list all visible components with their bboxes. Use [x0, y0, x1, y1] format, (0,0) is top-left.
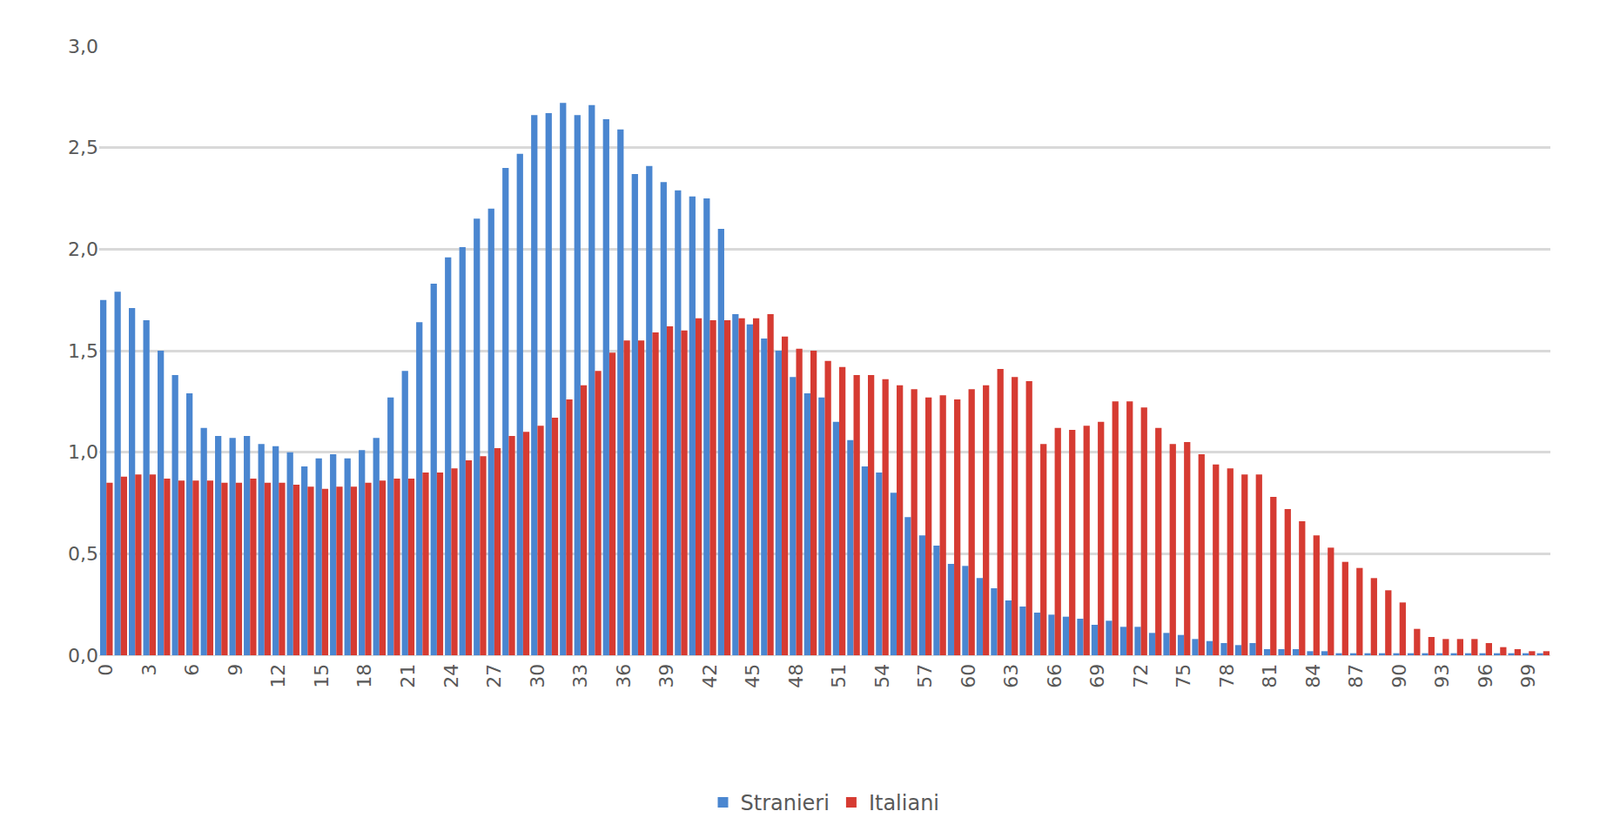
svg-text:0,5: 0,5: [67, 543, 99, 565]
svg-text:96: 96: [1474, 664, 1497, 689]
svg-text:84: 84: [1302, 664, 1325, 689]
svg-text:93: 93: [1431, 664, 1453, 689]
svg-text:69: 69: [1086, 664, 1109, 689]
svg-text:99: 99: [1517, 664, 1540, 689]
svg-text:2,5: 2,5: [67, 136, 99, 159]
svg-text:3: 3: [138, 664, 161, 677]
svg-text:0: 0: [94, 664, 117, 677]
svg-text:45: 45: [741, 664, 764, 689]
svg-text:27: 27: [483, 664, 505, 689]
svg-text:1,5: 1,5: [67, 340, 99, 363]
svg-text:66: 66: [1043, 664, 1066, 689]
svg-text:9: 9: [224, 664, 247, 677]
svg-text:1,0: 1,0: [67, 441, 99, 464]
svg-text:75: 75: [1172, 664, 1195, 689]
svg-text:78: 78: [1216, 664, 1238, 689]
svg-text:57: 57: [914, 664, 936, 689]
svg-text:90: 90: [1388, 664, 1411, 689]
svg-text:72: 72: [1129, 664, 1152, 689]
svg-text:54: 54: [871, 664, 894, 689]
svg-text:87: 87: [1344, 664, 1367, 689]
svg-text:15: 15: [310, 664, 333, 689]
svg-text:48: 48: [785, 664, 807, 689]
svg-text:63: 63: [1000, 664, 1022, 689]
svg-text:30: 30: [526, 664, 549, 689]
svg-text:6: 6: [181, 664, 203, 677]
svg-text:51: 51: [827, 664, 850, 689]
svg-text:12: 12: [267, 664, 290, 689]
svg-text:42: 42: [699, 664, 721, 689]
svg-text:Italiani: Italiani: [868, 791, 940, 816]
svg-text:18: 18: [353, 664, 376, 689]
svg-text:2,0: 2,0: [67, 238, 99, 261]
svg-text:24: 24: [440, 664, 463, 689]
svg-text:0,0: 0,0: [67, 645, 99, 667]
svg-text:21: 21: [396, 664, 419, 689]
svg-text:39: 39: [655, 664, 678, 689]
svg-text:36: 36: [612, 664, 635, 689]
svg-text:81: 81: [1258, 664, 1281, 689]
svg-text:60: 60: [957, 664, 980, 689]
svg-text:33: 33: [569, 664, 592, 689]
svg-text:Stranieri: Stranieri: [740, 791, 830, 816]
svg-text:3,0: 3,0: [67, 35, 99, 58]
